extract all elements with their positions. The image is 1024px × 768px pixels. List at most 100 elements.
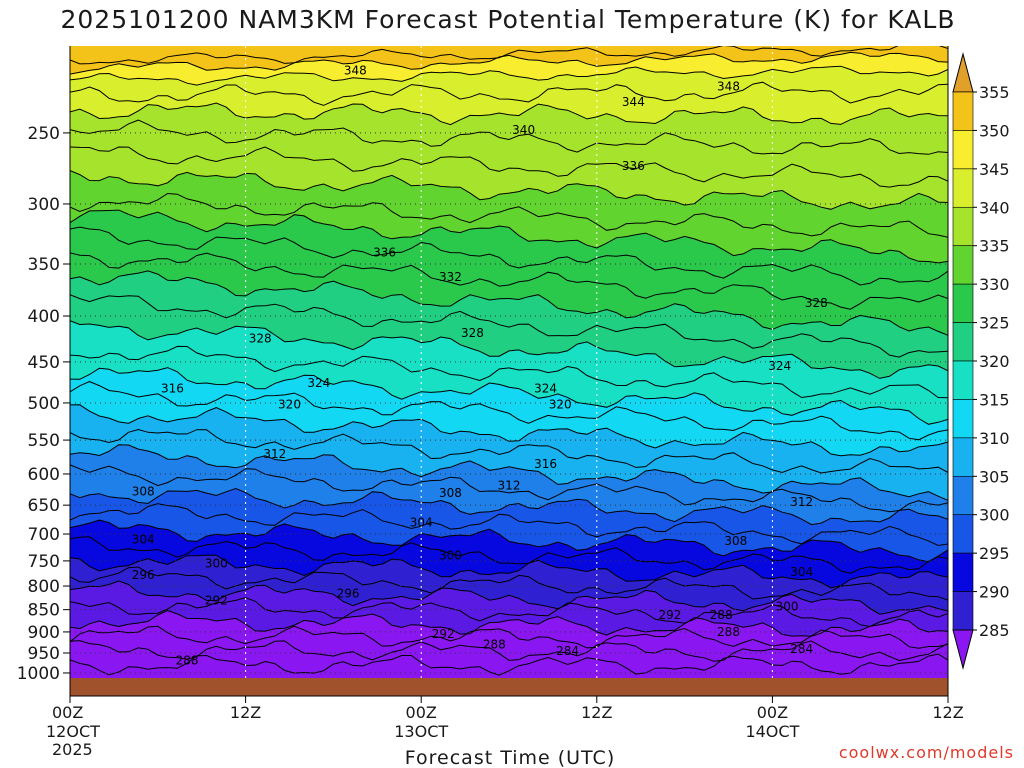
x-tick-label: 12Z: [581, 703, 612, 722]
contour-label-text: 296: [337, 586, 360, 600]
x-tick-label: 12Z: [230, 703, 261, 722]
contour-label: 344: [622, 95, 645, 109]
color-band: [70, 536, 948, 588]
color-band: [70, 503, 948, 562]
contour-line: [70, 554, 948, 589]
x-tick-label: 12Z: [932, 703, 963, 722]
contour-line: [70, 345, 948, 399]
colorbar-swatch: [952, 322, 974, 362]
color-band: [70, 610, 948, 649]
colorbar-label: 315: [979, 390, 1010, 409]
color-band: [70, 640, 948, 676]
y-tick-label: 700: [28, 525, 60, 545]
colorbar-swatch: [952, 437, 974, 477]
colorbar-swatch: [952, 283, 974, 323]
color-band: [70, 555, 948, 601]
color-band: [70, 210, 948, 285]
colorbar-swatch: [952, 399, 974, 439]
contour-label: 304: [790, 565, 813, 579]
colorbar-swatch: [952, 360, 974, 400]
contour-label: 292: [205, 593, 228, 607]
colorbar-label: 305: [979, 467, 1010, 486]
colorbar-swatch: [952, 168, 974, 208]
contour-label: 300: [439, 549, 462, 563]
contour-label-text: 292: [432, 627, 455, 641]
contour-label: 304: [410, 516, 433, 530]
contour-label: 312: [790, 495, 813, 509]
contour-label-text: 308: [724, 534, 747, 548]
contour-label: 284: [556, 644, 579, 658]
contour-line: [70, 464, 948, 513]
chart-title: 2025101200 NAM3KM Forecast Potential Tem…: [60, 5, 955, 34]
color-band: [70, 46, 948, 64]
contour-label: 348: [344, 64, 367, 78]
colorbar-label: 340: [979, 198, 1010, 217]
y-tick-label: 850: [28, 601, 60, 621]
contour-label-text: 328: [249, 332, 272, 346]
color-band: [70, 520, 948, 574]
color-band: [70, 46, 948, 75]
contour-line: [70, 102, 948, 126]
contour-line: [70, 536, 948, 574]
y-tick-label: 950: [28, 644, 60, 664]
contour-label-text: 324: [534, 382, 557, 396]
contour-label-text: 288: [176, 653, 199, 667]
contour-label: 324: [307, 376, 330, 390]
y-tick-label: 500: [28, 394, 60, 414]
colorbar-swatch: [952, 206, 974, 247]
contour-line: [70, 566, 948, 601]
contour-label-text: 328: [805, 296, 828, 310]
contour-label: 348: [717, 80, 740, 94]
x-axis-label: Forecast Time (UTC): [405, 747, 615, 768]
contour-label-text: 296: [132, 568, 155, 582]
y-tick-label: 1000: [17, 664, 60, 684]
contour-label: 340: [512, 123, 535, 137]
ground-strip: [70, 678, 948, 696]
colorbar-label: 310: [979, 429, 1010, 448]
colorbar-label: 350: [979, 121, 1010, 140]
contour-line: [70, 119, 948, 155]
colorbar-label: 295: [979, 544, 1010, 563]
y-tick-label: 600: [28, 465, 60, 485]
credit-text: coolwx.com/models: [839, 743, 1014, 762]
colorbar-swatch: [952, 245, 974, 285]
contour-line: [70, 519, 948, 563]
colorbar-extend-bottom: [952, 629, 974, 670]
contour-label-text: 316: [534, 457, 557, 471]
x-tick-date: 12OCT: [46, 722, 100, 741]
contour-label-text: 336: [373, 246, 396, 260]
contour-line: [70, 192, 948, 238]
color-band: [70, 227, 948, 310]
color-band: [70, 381, 948, 456]
contour-label: 328: [249, 332, 272, 346]
x-tick-date: 14OCT: [745, 722, 799, 741]
color-band: [70, 626, 948, 662]
contour-label: 324: [768, 359, 791, 373]
contour-label: 312: [263, 447, 286, 461]
x-tick-date: 13OCT: [394, 722, 448, 741]
contour-label-text: 288: [717, 625, 740, 639]
contour-label: 316: [161, 382, 184, 396]
contour-line: [70, 367, 948, 425]
contour-label-text: 328: [461, 326, 484, 340]
color-band: [70, 82, 948, 125]
colorbar-label: 300: [979, 506, 1010, 525]
color-band: [70, 120, 948, 188]
contour-line: [70, 580, 948, 615]
contour-line: [70, 487, 948, 526]
contour-line: [70, 609, 948, 637]
contour-line: [70, 404, 948, 457]
contour-label-text: 304: [132, 533, 155, 547]
contour-label-text: 324: [768, 359, 791, 373]
colorbar-label: 355: [979, 83, 1010, 102]
color-band: [70, 567, 948, 615]
contour-label: 296: [337, 586, 360, 600]
contour-labels: 348 348 344 340 336 336 332 328 328 328 324 324 324 3…: [132, 64, 828, 668]
contour-label: 308: [724, 534, 747, 548]
y-tick-label: 350: [28, 255, 60, 275]
y-tick-label: 300: [28, 195, 60, 215]
contour-label-text: 312: [790, 495, 813, 509]
contour-label: 308: [439, 486, 462, 500]
contour-line: [70, 270, 948, 336]
plot-area: 348 348 344 340 336 336 332 328 328 328 324 324 324 3…: [69, 46, 949, 697]
